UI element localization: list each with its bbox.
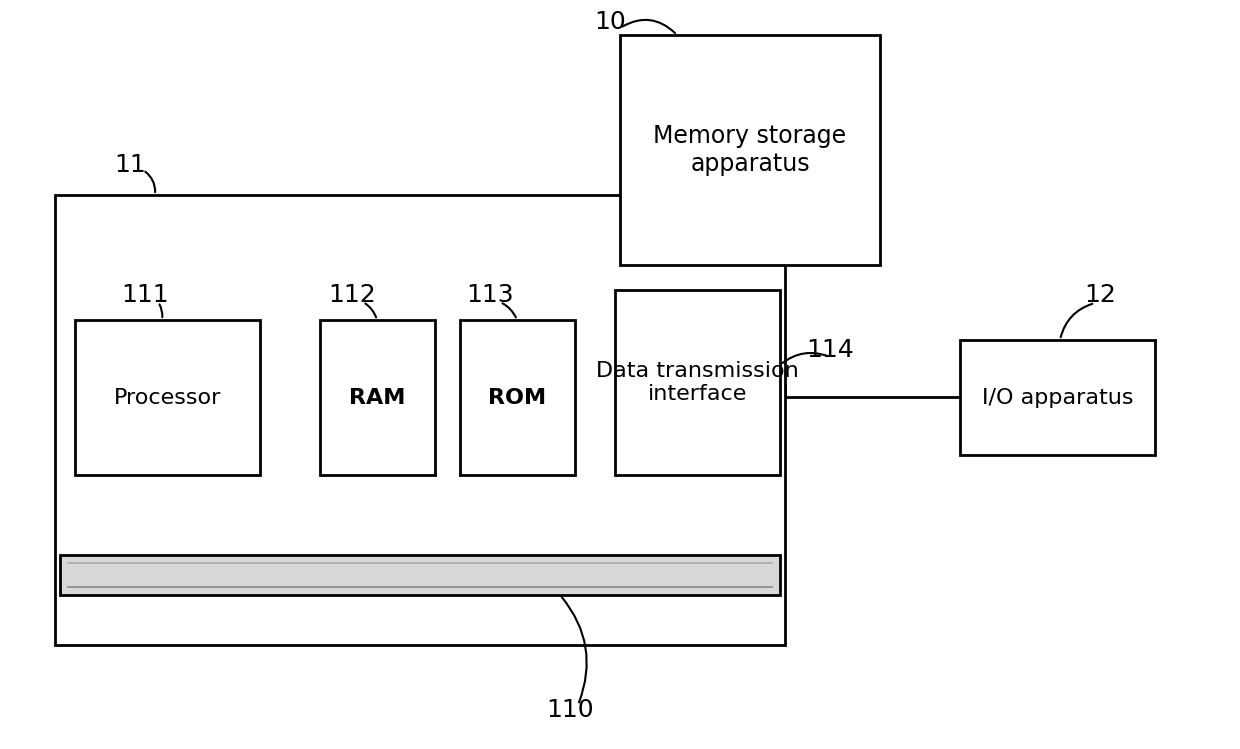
Bar bbox=[60, 555, 780, 595]
Bar bbox=[620, 35, 880, 265]
Text: 110: 110 bbox=[546, 698, 594, 722]
Text: 111: 111 bbox=[122, 283, 169, 307]
Text: I/O apparatus: I/O apparatus bbox=[982, 387, 1133, 407]
Text: 114: 114 bbox=[806, 338, 854, 362]
Text: 10: 10 bbox=[594, 10, 626, 34]
Text: 112: 112 bbox=[329, 283, 376, 307]
Text: Data transmission
interface: Data transmission interface bbox=[596, 361, 799, 404]
Bar bbox=[74, 320, 260, 475]
Bar bbox=[55, 195, 785, 645]
Bar bbox=[320, 320, 435, 475]
Text: Processor: Processor bbox=[114, 387, 221, 407]
Text: 12: 12 bbox=[1084, 283, 1116, 307]
Bar bbox=[460, 320, 575, 475]
Text: Memory storage
apparatus: Memory storage apparatus bbox=[653, 124, 847, 176]
Bar bbox=[960, 340, 1154, 455]
Bar bbox=[615, 290, 780, 475]
Text: RAM: RAM bbox=[350, 387, 405, 407]
Text: ROM: ROM bbox=[489, 387, 547, 407]
Text: 113: 113 bbox=[466, 283, 513, 307]
Text: 11: 11 bbox=[114, 153, 146, 177]
